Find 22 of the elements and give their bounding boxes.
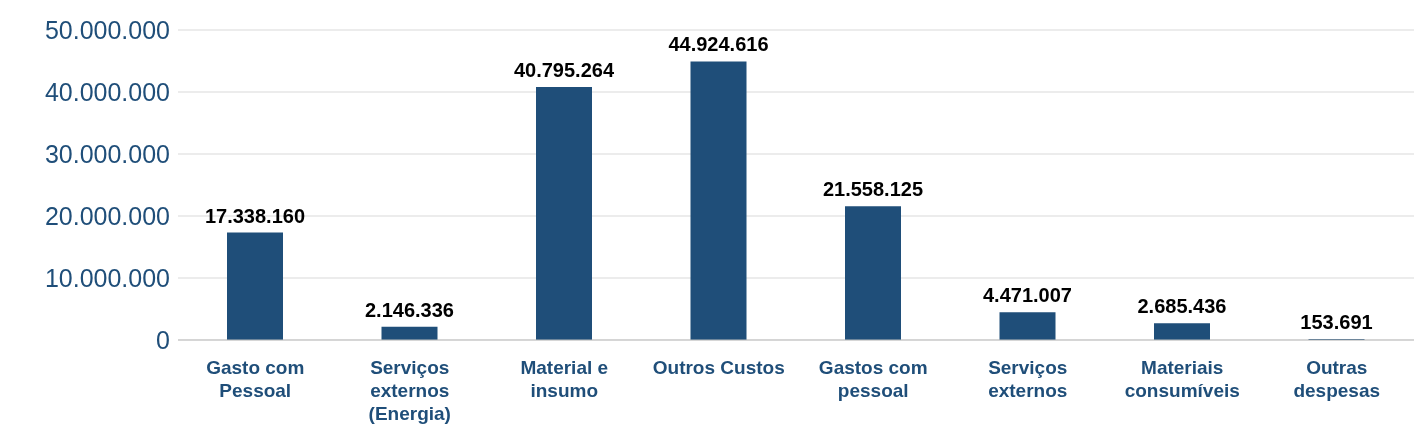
y-tick-label: 0 — [156, 325, 170, 354]
data-label: 44.924.616 — [668, 33, 769, 56]
data-label: 153.691 — [1300, 311, 1373, 334]
data-label: 17.338.160 — [204, 204, 306, 227]
y-tick-label: 30.000.000 — [44, 139, 170, 168]
x-tick-label: Gasto com Pessoal — [206, 357, 305, 401]
y-tick-label: 40.000.000 — [44, 77, 170, 106]
x-tick-label: Serviços externos — [988, 357, 1068, 401]
y-tick-label: 20.000.000 — [44, 201, 170, 230]
data-label: 2.146.336 — [365, 298, 454, 321]
x-tick-label: Materiais consumíveis — [1124, 357, 1240, 401]
x-tick-label: Material e insumo — [520, 357, 609, 401]
data-label: 40.795.264 — [513, 59, 615, 82]
x-tick-label: Outras despesas — [1293, 357, 1381, 401]
x-tick-label: Serviços externos (Energia) — [368, 357, 451, 424]
data-label: 4.471.007 — [983, 284, 1072, 307]
x-tick-label: Gastos com pessoal — [818, 357, 928, 401]
x-tick-label: Outros Custos — [652, 357, 785, 378]
data-label: 21.558.125 — [822, 178, 924, 201]
y-tick-label: 50.000.000 — [44, 15, 170, 44]
data-label: 2.685.436 — [1137, 295, 1227, 318]
y-tick-label: 10.000.000 — [44, 263, 170, 292]
